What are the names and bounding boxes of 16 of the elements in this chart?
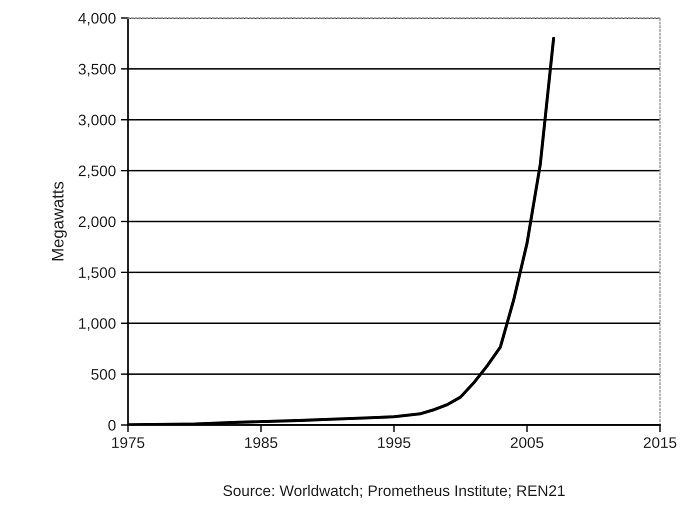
- y-tick-label: 1,500: [79, 267, 116, 280]
- y-tick-label: 500: [91, 368, 116, 380]
- x-tick-label: 2005: [510, 437, 544, 448]
- y-tick-label: 3,500: [78, 64, 116, 76]
- y-axis-title: Megawatts: [52, 182, 67, 260]
- x-tick-label: 2015: [644, 437, 676, 448]
- y-tick-label: 1,000: [79, 318, 116, 331]
- source-note: Source: Worldwatch; Prometheus Institute; REN21: [223, 484, 565, 498]
- y-tick-label: 2,500: [78, 165, 116, 178]
- y-tick-label: 3,000: [78, 114, 116, 128]
- x-tick-label: 1995: [378, 437, 410, 448]
- y-tick-label: 4,000: [78, 12, 116, 26]
- y-tick-label: 2,000: [78, 216, 116, 229]
- x-tick-label: 1985: [245, 437, 278, 448]
- x-tick-label: 1975: [112, 437, 144, 448]
- y-tick-label: 0: [108, 420, 116, 431]
